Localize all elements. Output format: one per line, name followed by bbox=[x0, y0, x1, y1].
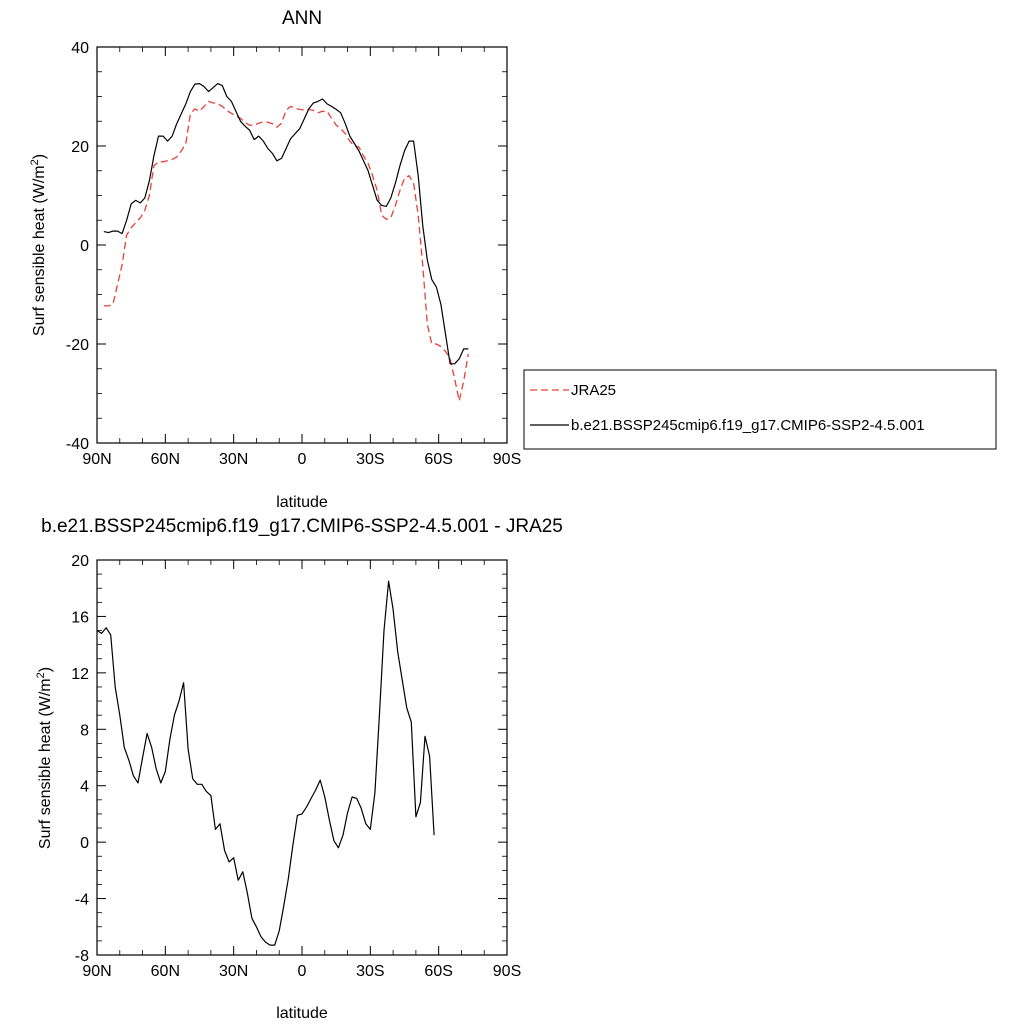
legend-box bbox=[523, 369, 997, 450]
top-y-tick-label: -20 bbox=[66, 337, 89, 354]
top-x-tick-label: 90S bbox=[493, 451, 521, 468]
bottom-x-axis-label: latitude bbox=[276, 1005, 328, 1022]
top-y-axis-label: Surf sensible heat (W/m2) bbox=[29, 154, 48, 336]
top-x-tick-label: 30N bbox=[219, 451, 248, 468]
bottom-x-tick-label: 30S bbox=[356, 963, 384, 980]
legend-label-model: b.e21.BSSP245cmip6.f19_g17.CMIP6-SSP2-4.… bbox=[571, 417, 925, 434]
top-x-tick-label: 90N bbox=[82, 451, 111, 468]
bottom-y-tick-label: 8 bbox=[80, 722, 89, 739]
bottom-y-tick-label: 4 bbox=[80, 779, 89, 796]
bottom-y-tick-label: 0 bbox=[80, 835, 89, 852]
bottom-series-line-difference bbox=[96, 580, 435, 946]
top-x-tick-label: 60S bbox=[424, 451, 452, 468]
bottom-y-tick-label: 16 bbox=[71, 609, 89, 626]
top-plot-area: 90N 60N 30N 0 30S 60S 90S 40 20 0 -20 -40 bbox=[66, 40, 521, 468]
bottom-chart-title: b.e21.BSSP245cmip6.f19_g17.CMIP6-SSP2-4.… bbox=[41, 516, 563, 537]
bottom-plot-frame bbox=[96, 559, 508, 956]
top-series-line-model bbox=[103, 83, 469, 365]
bottom-y-tick-label: -8 bbox=[75, 948, 89, 965]
bottom-x-tick-label: 60N bbox=[151, 963, 180, 980]
top-x-tick-label: 30S bbox=[356, 451, 384, 468]
bottom-x-tick-label: 0 bbox=[298, 963, 307, 980]
bottom-y-tick-label: 12 bbox=[71, 666, 89, 683]
top-x-tick-label: 60N bbox=[151, 451, 180, 468]
top-series-line-jra25 bbox=[103, 100, 469, 402]
bottom-x-tick-label: 60S bbox=[424, 963, 452, 980]
legend: JRA25 b.e21.BSSP245cmip6.f19_g17.CMIP6-S… bbox=[523, 369, 997, 450]
top-plot-frame bbox=[96, 46, 508, 444]
bottom-series-group bbox=[96, 580, 435, 946]
top-panel: ANN 90N 60N 30N 0 30S 60S 90S 40 20 0 -20 -40 latit… bbox=[29, 8, 521, 511]
top-y-tick-label: 20 bbox=[71, 139, 89, 156]
top-series-group bbox=[103, 83, 469, 402]
top-x-tick-label: 0 bbox=[298, 451, 307, 468]
bottom-x-tick-label: 90S bbox=[493, 963, 521, 980]
top-y-tick-label: -40 bbox=[66, 436, 89, 453]
legend-label-jra25: JRA25 bbox=[571, 382, 616, 399]
bottom-y-tick-label: -4 bbox=[75, 892, 89, 909]
top-y-tick-label: 0 bbox=[80, 238, 89, 255]
bottom-panel: b.e21.BSSP245cmip6.f19_g17.CMIP6-SSP2-4.… bbox=[35, 516, 563, 1022]
bottom-x-tick-label: 90N bbox=[82, 963, 111, 980]
top-chart-title: ANN bbox=[282, 8, 322, 29]
top-y-tick-label: 40 bbox=[71, 40, 89, 57]
bottom-y-axis-label: Surf sensible heat (W/m2) bbox=[35, 667, 54, 849]
bottom-plot-area: 90N 60N 30N 0 30S 60S 90S 20 16 12 8 4 0 -4 -8 bbox=[71, 553, 521, 980]
bottom-y-tick-label: 20 bbox=[71, 553, 89, 570]
bottom-x-tick-label: 30N bbox=[219, 963, 248, 980]
top-x-axis-label: latitude bbox=[276, 494, 328, 511]
